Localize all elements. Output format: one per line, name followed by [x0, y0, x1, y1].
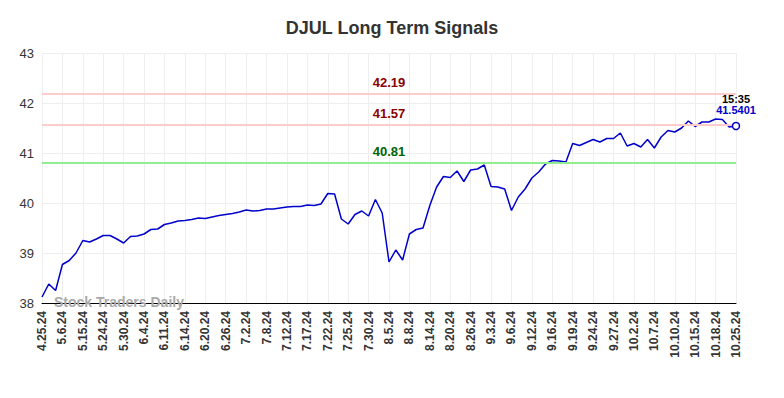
svg-text:41.57: 41.57 [373, 106, 406, 121]
svg-text:8.5.24: 8.5.24 [382, 311, 396, 345]
svg-text:10.25.24: 10.25.24 [729, 311, 743, 358]
svg-text:9.19.24: 9.19.24 [566, 311, 580, 351]
svg-text:Stock Traders Daily: Stock Traders Daily [54, 294, 184, 310]
svg-text:5.24.24: 5.24.24 [96, 311, 110, 351]
svg-text:9.12.24: 9.12.24 [525, 311, 539, 351]
svg-text:42.19: 42.19 [373, 75, 406, 90]
svg-text:10.18.24: 10.18.24 [709, 311, 723, 358]
svg-text:7.2.24: 7.2.24 [239, 311, 253, 345]
svg-text:5.6.24: 5.6.24 [55, 311, 69, 345]
svg-text:7.17.24: 7.17.24 [300, 311, 314, 351]
svg-text:5.15.24: 5.15.24 [76, 311, 90, 351]
svg-text:7.25.24: 7.25.24 [341, 311, 355, 351]
svg-text:6.14.24: 6.14.24 [178, 311, 192, 351]
svg-text:10.2.24: 10.2.24 [627, 311, 641, 351]
svg-text:9.24.24: 9.24.24 [586, 311, 600, 351]
svg-text:6.11.24: 6.11.24 [157, 311, 171, 351]
svg-text:8.8.24: 8.8.24 [402, 311, 416, 345]
svg-text:8.26.24: 8.26.24 [464, 311, 478, 351]
svg-text:6.26.24: 6.26.24 [219, 311, 233, 351]
svg-text:10.7.24: 10.7.24 [647, 311, 661, 351]
svg-text:40: 40 [20, 196, 34, 211]
svg-text:6.4.24: 6.4.24 [137, 311, 151, 345]
svg-text:9.6.24: 9.6.24 [504, 311, 518, 345]
svg-text:DJUL Long Term Signals: DJUL Long Term Signals [286, 18, 498, 38]
svg-text:9.16.24: 9.16.24 [545, 311, 559, 351]
svg-text:10.10.24: 10.10.24 [668, 311, 682, 358]
svg-text:9.27.24: 9.27.24 [607, 311, 621, 351]
svg-text:41.5401: 41.5401 [716, 104, 756, 116]
svg-text:6.20.24: 6.20.24 [198, 311, 212, 351]
svg-text:5.30.24: 5.30.24 [117, 311, 131, 351]
svg-text:4.25.24: 4.25.24 [35, 311, 49, 351]
svg-text:10.15.24: 10.15.24 [688, 311, 702, 358]
svg-text:8.20.24: 8.20.24 [443, 311, 457, 351]
svg-text:7.8.24: 7.8.24 [260, 311, 274, 345]
svg-text:9.3.24: 9.3.24 [484, 311, 498, 345]
svg-text:7.22.24: 7.22.24 [321, 311, 335, 351]
svg-text:39: 39 [20, 246, 34, 261]
svg-text:8.14.24: 8.14.24 [423, 311, 437, 351]
svg-text:7.30.24: 7.30.24 [362, 311, 376, 351]
svg-text:40.81: 40.81 [373, 144, 406, 159]
svg-text:43: 43 [20, 46, 34, 61]
svg-text:42: 42 [20, 96, 34, 111]
svg-text:38: 38 [20, 296, 34, 311]
svg-text:7.12.24: 7.12.24 [280, 311, 294, 351]
svg-text:15:35: 15:35 [721, 93, 751, 106]
svg-text:41: 41 [20, 146, 34, 161]
